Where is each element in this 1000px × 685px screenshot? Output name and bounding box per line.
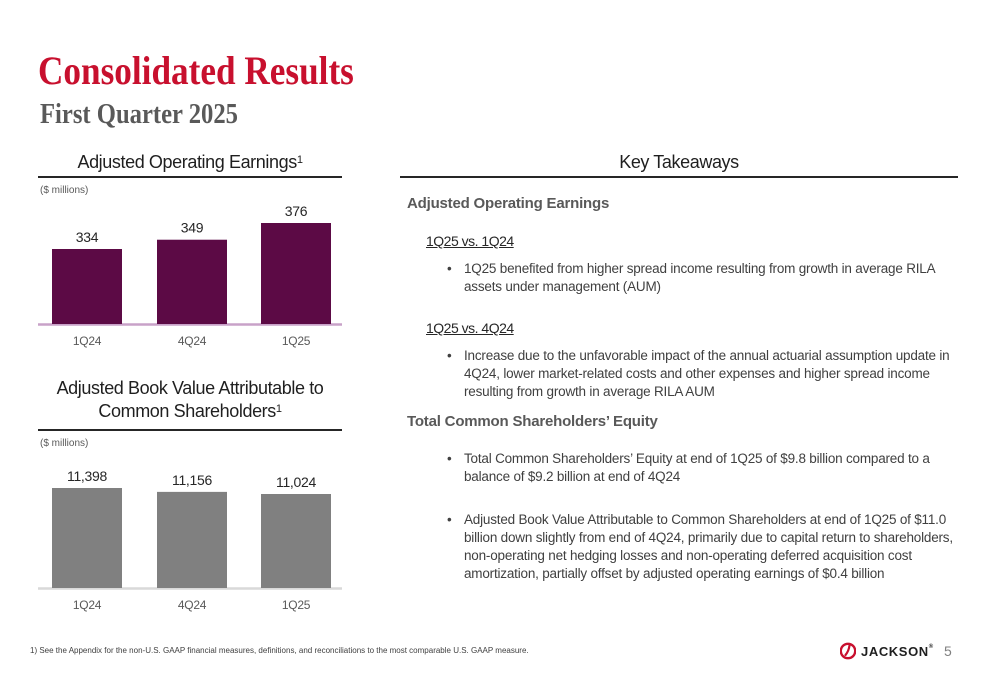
abv-bar-chart: 11,398 1Q24 11,156 4Q24 11,024 1Q25 [38,468,342,612]
x-tick-label: 1Q24 [73,598,102,612]
aoe-title-rule [38,176,342,178]
bar-1q24 [52,249,122,324]
takeaways-title: Key Takeaways [619,152,739,172]
aoe-takeaway-heading: Adjusted Operating Earnings [407,195,610,212]
footnote: 1) See the Appendix for the non-U.S. GAA… [30,646,529,655]
bar-4q24 [157,491,227,588]
bar-1q25 [261,223,331,324]
bar-1q24 [52,488,122,588]
x-tick-label: 1Q25 [282,334,311,348]
page-number: 5 [944,643,952,659]
abv-panel-title: Adjusted Book Value Attributable to Comm… [38,377,342,423]
equity-bullet-1: Total Common Shareholders’ Equity at end… [447,450,964,486]
bar-value-label: 376 [285,203,308,219]
page-subtitle: First Quarter 2025 [40,99,238,130]
x-tick-label: 1Q25 [282,598,311,612]
bar-value-label: 11,156 [172,472,212,488]
page-title: Consolidated Results [38,48,354,93]
equity-bullet-2: Adjusted Book Value Attributable to Comm… [447,511,964,583]
x-tick-label: 4Q24 [178,598,207,612]
equity-takeaway-heading: Total Common Shareholders’ Equity [407,413,658,430]
aoe-bar-chart: 334 1Q24 349 4Q24 376 1Q25 [38,203,342,348]
abv-title-line2: Common Shareholders [98,401,276,421]
brand-name: JACKSON [861,643,929,659]
abv-title-rule [38,429,342,431]
compare-1q24-heading: 1Q25 vs. 1Q24 [426,233,514,249]
jackson-logo: JACKSON® [840,640,934,662]
bar-value-label: 334 [76,229,99,245]
abv-units-label: ($ millions) [40,438,89,449]
bar-value-label: 11,398 [67,468,107,484]
bar-value-label: 11,024 [276,474,316,490]
compare-4q24-heading: 1Q25 vs. 4Q24 [426,320,514,336]
x-tick-label: 4Q24 [178,334,207,348]
jackson-logo-wordmark: JACKSON® [861,644,934,659]
aoe-units-label: ($ millions) [40,185,89,196]
aoe-title-text: Adjusted Operating Earnings [77,152,297,172]
jackson-logo-icon [840,642,856,660]
abv-title-footnote-ref: 1 [275,403,282,415]
bar-1q25 [261,494,331,588]
compare-4q24-bullet: Increase due to the unfavorable impact o… [447,347,964,401]
aoe-panel-title: Adjusted Operating Earnings1 [38,151,342,174]
x-tick-label: 1Q24 [73,334,102,348]
abv-title-line1: Adjusted Book Value Attributable to [56,378,324,398]
compare-1q24-bullet: 1Q25 benefited from higher spread income… [447,260,964,296]
bar-4q24 [157,239,227,324]
aoe-title-footnote-ref: 1 [296,154,303,166]
bar-value-label: 349 [181,220,204,236]
takeaways-title-rule [400,176,958,178]
brand-registered-mark: ® [928,643,934,650]
